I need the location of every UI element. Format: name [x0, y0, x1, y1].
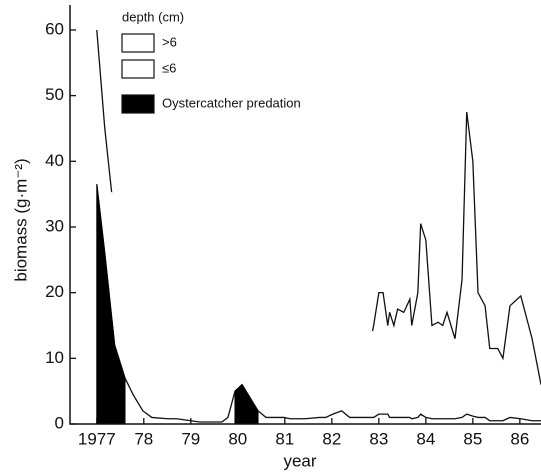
legend-label: Oystercatcher predation	[162, 95, 301, 110]
legend-label: >6	[162, 34, 177, 49]
x-tick-label: 81	[275, 429, 294, 448]
y-axis-label: biomass (g·m⁻²)	[11, 158, 30, 281]
legend-title: depth (cm)	[122, 9, 184, 24]
y-tick-label: 20	[45, 282, 64, 301]
y-tick-label: 50	[45, 85, 64, 104]
x-tick-label: 79	[181, 429, 200, 448]
legend-label: ≤6	[162, 60, 176, 75]
area-le6	[96, 184, 541, 423]
x-tick-label: 86	[510, 429, 529, 448]
x-tick-label: 85	[463, 429, 482, 448]
x-tick-label: 83	[369, 429, 388, 448]
x-axis-label: year	[283, 451, 316, 470]
legend-swatch	[121, 33, 155, 53]
legend-swatch	[121, 94, 155, 114]
x-tick-label: 84	[416, 429, 435, 448]
x-tick-label: 1977	[78, 429, 116, 448]
y-tick-label: 0	[55, 413, 64, 432]
x-tick-label: 80	[228, 429, 247, 448]
y-tick-label: 60	[45, 19, 64, 38]
y-tick-label: 40	[45, 151, 64, 170]
x-tick-label: 78	[134, 429, 153, 448]
y-tick-label: 10	[45, 348, 64, 367]
legend-swatch	[121, 59, 155, 79]
y-tick-label: 30	[45, 216, 64, 235]
x-tick-label: 82	[322, 429, 341, 448]
